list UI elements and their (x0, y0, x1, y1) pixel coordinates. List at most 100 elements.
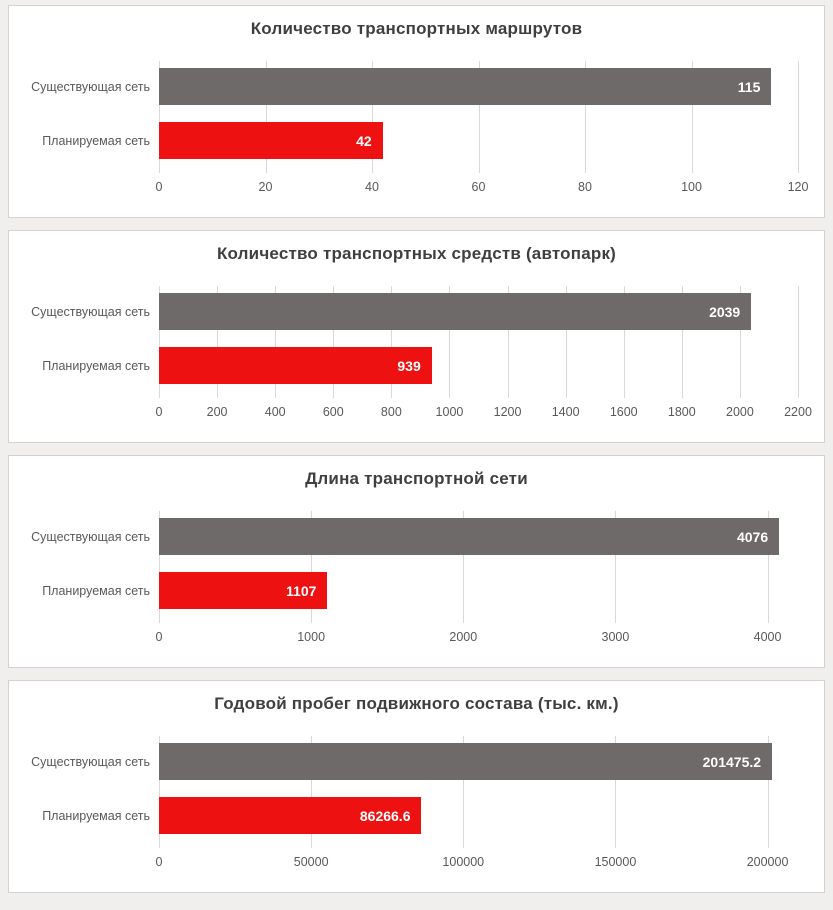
x-tick-label: 1800 (667, 405, 696, 419)
bar-existing-network: 201475.2 (159, 743, 773, 780)
gridline (333, 286, 335, 398)
x-tick-label: 1000 (297, 630, 326, 644)
category-label-planned-network: Планируемая сеть (42, 809, 150, 823)
bar-value-label: 42 (356, 132, 372, 149)
chart-title: Длина транспортной сети (305, 469, 528, 488)
gridline (691, 61, 693, 173)
x-tick-label: 1200 (493, 405, 522, 419)
bar-value-label: 86266.6 (359, 807, 411, 824)
bar-existing-network: 4076 (159, 518, 780, 555)
x-tick-label: 600 (322, 405, 344, 419)
category-label-planned-network: Планируемая сеть (42, 584, 150, 598)
x-tick-label: 80 (578, 180, 592, 194)
gridline (585, 61, 586, 173)
gridline (478, 61, 480, 173)
gridline (372, 61, 373, 173)
category-label-planned-network: Планируемая сеть (42, 134, 150, 148)
x-tick-label: 20 (258, 180, 273, 194)
gridline (739, 286, 741, 398)
x-tick-label: 800 (380, 405, 402, 419)
gridlines-layer (159, 736, 798, 848)
chart-body: Существующая сеть Планируемая сеть 115 4… (9, 61, 824, 197)
gridline (311, 736, 313, 848)
chart-title: Количество транспортных маршрутов (250, 19, 583, 38)
category-label-existing-network: Существующая сеть (31, 305, 150, 319)
chart-panel-routes: Количество транспортных маршрутов Сущест… (8, 5, 825, 218)
x-tick-label: 100000 (442, 855, 485, 869)
category-label-existing-network: Существующая сеть (31, 80, 150, 94)
gridline (159, 61, 160, 173)
bar-value-label: 2039 (709, 303, 741, 320)
gridline (507, 286, 509, 398)
gridline (463, 736, 465, 848)
chart-body: Существующая сеть Планируемая сеть 2039 … (9, 286, 824, 422)
bar-existing-network: 2039 (159, 293, 752, 330)
category-label-planned-network: Планируемая сеть (42, 359, 150, 373)
bar-value-label: 939 (397, 357, 421, 374)
x-tick-label: 1000 (435, 405, 464, 419)
x-tick-label: 0 (155, 855, 163, 869)
x-axis: 0 200 400 600 800 1000 1200 1400 1600 1800 2000 220… (155, 398, 812, 422)
bar-planned-network: 42 (159, 122, 383, 159)
gridline (767, 511, 769, 623)
x-tick-label: 2000 (449, 630, 478, 644)
gridline (275, 286, 277, 398)
gridline (681, 286, 683, 398)
plot-area: Существующая сеть Планируемая сеть 2039 … (31, 286, 799, 398)
gridline (565, 286, 567, 398)
x-tick-label: 0 (155, 180, 163, 194)
x-tick-label: 200000 (746, 855, 789, 869)
bar-planned-network: 1107 (159, 572, 328, 609)
gridline (265, 61, 267, 173)
gridline (615, 511, 617, 623)
chart-panel-vehicles: Количество транспортных средств (автопар… (8, 230, 825, 443)
gridline (463, 511, 465, 623)
gridline (159, 736, 160, 848)
bar-value-label: 4076 (736, 528, 769, 545)
gridline (159, 511, 160, 623)
gridline (767, 736, 769, 848)
gridlines-layer (159, 511, 798, 623)
bar-value-label: 115 (737, 78, 761, 95)
x-tick-label: 200 (206, 405, 228, 419)
chart-panel-network-length: Длина транспортной сети Существующая сет… (8, 455, 825, 668)
bar-planned-network: 939 (159, 347, 432, 384)
plot-area: Существующая сеть Планируемая сеть 115 4… (31, 61, 799, 173)
gridline (449, 286, 451, 398)
x-tick-label: 2200 (784, 405, 812, 419)
x-tick-label: 0 (155, 405, 163, 419)
gridline (615, 736, 617, 848)
x-tick-label: 400 (264, 405, 286, 419)
plot-area: Существующая сеть Планируемая сеть 20147… (31, 736, 798, 848)
gridline (391, 286, 393, 398)
bar-value-label: 1107 (286, 582, 317, 599)
plot-area: Существующая сеть Планируемая сеть 4076 … (31, 511, 798, 623)
chart-title: Количество транспортных средств (автопар… (216, 244, 617, 263)
category-label-existing-network: Существующая сеть (31, 755, 150, 769)
x-tick-label: 40 (365, 180, 379, 194)
x-axis: 0 1000 2000 3000 4000 (155, 623, 798, 647)
gridlines-layer (159, 61, 799, 173)
chart-body: Существующая сеть Планируемая сеть 4076 … (9, 511, 824, 647)
chart-body: Существующая сеть Планируемая сеть 20147… (9, 736, 824, 872)
gridline (159, 286, 160, 398)
gridline (623, 286, 625, 398)
x-tick-label: 150000 (594, 855, 637, 869)
x-tick-label: 50000 (293, 855, 329, 869)
x-tick-label: 100 (681, 180, 702, 194)
bar-existing-network: 115 (159, 68, 772, 105)
category-label-existing-network: Существующая сеть (31, 530, 150, 544)
bar-planned-network: 86266.6 (159, 797, 422, 834)
x-tick-label: 120 (787, 180, 809, 194)
gridline (798, 286, 799, 398)
gridline (217, 286, 219, 398)
gridline (311, 511, 313, 623)
x-tick-label: 0 (155, 630, 163, 644)
chart-panel-annual-mileage: Годовой пробег подвижного состава (тыс. … (8, 680, 825, 893)
bar-value-label: 201475.2 (702, 753, 762, 770)
x-tick-label: 4000 (753, 630, 782, 644)
chart-title: Годовой пробег подвижного состава (тыс. … (214, 694, 619, 713)
gridlines-layer (159, 286, 799, 398)
x-axis: 0 50000 100000 150000 200000 (155, 848, 798, 872)
x-tick-label: 60 (471, 180, 486, 194)
